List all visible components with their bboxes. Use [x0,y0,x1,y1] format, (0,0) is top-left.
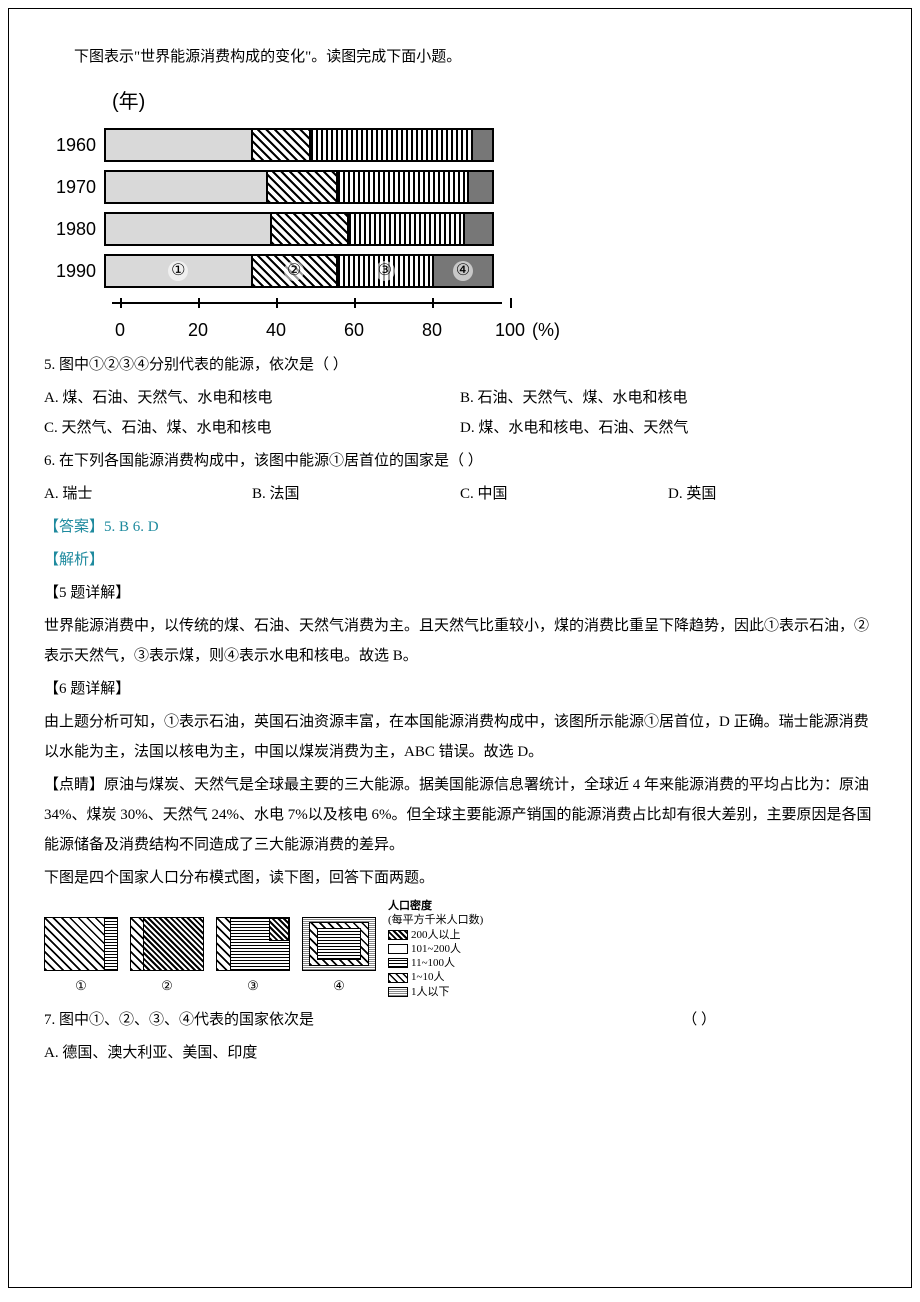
bar-segment-3 [338,172,469,202]
year-label: 1980 [44,211,104,247]
legend-swatch [388,973,408,983]
legend-row: 1~10人 [388,970,483,984]
q5-opt-b: B. 石油、天然气、煤、水电和核电 [460,383,876,413]
segment-label: ④ [453,261,473,281]
legend-swatch [388,987,408,997]
e6-body: 由上题分析可知，①表示石油，英国石油资源丰富，在本国能源消费构成中，该图所示能源… [44,707,876,767]
document-page: 下图表示"世界能源消费构成的变化"。读图完成下面小题。 (年) 1960 1970… [8,8,912,1288]
legend-swatch [388,930,408,940]
stacked-bar [104,128,494,162]
bar-row-1970: 1970 [44,166,876,208]
bar-segment-4 [465,214,492,244]
q6-opt-a: A. 瑞士 [44,479,252,509]
e5-body: 世界能源消费中，以传统的煤、石油、天然气消费为主。且天然气比重较小，煤的消费比重… [44,611,876,671]
x-tick: 0 [100,312,140,348]
energy-chart: (年) 1960 1970 1980 1990 ① ② ③ ④ 020406080100(%) [44,82,876,340]
stacked-bar [104,170,494,204]
x-tick: 40 [256,312,296,348]
segment-label: ② [284,261,304,281]
x-axis-line [112,302,502,304]
legend-label: 1人以下 [411,985,450,999]
q6-opt-b: B. 法国 [252,479,460,509]
answer-text: 【答案】5. B 6. D [44,512,876,542]
legend-swatch [388,944,408,954]
q5-opt-c: C. 天然气、石油、煤、水电和核电 [44,413,460,443]
stacked-bar [104,212,494,246]
q5-opt-d: D. 煤、水电和核电、石油、天然气 [460,413,876,443]
legend-label: 11~100人 [411,956,455,970]
legend-label: 101~200人 [411,942,461,956]
bar-segment-3: ③ [338,256,435,286]
bar-segment-2 [272,214,349,244]
year-label: 1990 [44,253,104,289]
q7-opt-a: A. 德国、澳大利亚、美国、印度 [44,1038,876,1068]
bar-segment-1 [106,130,253,160]
segment-label: ③ [375,261,395,281]
q6-opt-c: C. 中国 [460,479,668,509]
bar-row-1990: 1990 ① ② ③ ④ [44,250,876,292]
bar-segment-3 [311,130,473,160]
x-tick: 60 [334,312,374,348]
pop-box-4: ④ [302,917,376,999]
legend-label: 200人以上 [411,928,461,942]
bar-segment-1: ① [106,256,253,286]
q5-opt-a: A. 煤、石油、天然气、水电和核电 [44,383,460,413]
bar-row-1960: 1960 [44,124,876,166]
legend-swatch [388,958,408,968]
bar-segment-4: ④ [434,256,492,286]
legend-row: 1人以下 [388,985,483,999]
x-tick: 20 [178,312,218,348]
explain-label: 【解析】 [44,545,876,575]
bar-segment-3 [349,214,465,244]
stacked-bar: ① ② ③ ④ [104,254,494,288]
pop-box-2: ② [130,917,204,999]
pop-legend: 人口密度 (每平方千米人口数) 200人以上101~200人11~100人1~1… [388,899,483,999]
x-axis-unit: (%) [532,312,560,348]
pop-box-1: ① [44,917,118,999]
legend-row: 11~100人 [388,956,483,970]
legend-row: 200人以上 [388,928,483,942]
year-label: 1960 [44,127,104,163]
x-tick: 80 [412,312,452,348]
bar-segment-2 [268,172,337,202]
q5-options: A. 煤、石油、天然气、水电和核电 B. 石油、天然气、煤、水电和核电 C. 天… [44,383,876,443]
e5-title: 【5 题详解】 [44,578,876,608]
segment-label: ① [168,261,188,281]
bar-segment-4 [469,172,492,202]
x-axis-ticks: 020406080100(%) [104,312,574,340]
tip-text: 【点睛】原油与煤炭、天然气是全球最主要的三大能源。据美国能源信息署统计，全球近 … [44,770,876,860]
bar-segment-2: ② [253,256,338,286]
x-tick: 100 [490,312,530,348]
bar-segment-1 [106,214,272,244]
q5-stem: 5. 图中①②③④分别代表的能源，依次是（ ） [44,350,876,380]
pop-box-3: ③ [216,917,290,999]
bar-segment-4 [473,130,492,160]
bar-segment-1 [106,172,268,202]
legend-row: 101~200人 [388,942,483,956]
year-label: 1970 [44,169,104,205]
bar-row-1980: 1980 [44,208,876,250]
intro-text: 下图表示"世界能源消费构成的变化"。读图完成下面小题。 [44,42,876,72]
population-figure: ① ② ③ ④ 人口密度 (每平方千米人口数) 200人以上101~200 [44,899,876,999]
q6-options: A. 瑞士 B. 法国 C. 中国 D. 英国 [44,479,876,509]
bar-segment-2 [253,130,311,160]
y-axis-title: (年) [112,82,876,122]
legend-label: 1~10人 [411,970,444,984]
q6-stem: 6. 在下列各国能源消费构成中，该图中能源①居首位的国家是（ ） [44,446,876,476]
q7-stem: 7. 图中①、②、③、④代表的国家依次是 （ ） [44,1005,876,1035]
e6-title: 【6 题详解】 [44,674,876,704]
pop-intro: 下图是四个国家人口分布模式图，读下图，回答下面两题。 [44,863,876,893]
q6-opt-d: D. 英国 [668,479,876,509]
